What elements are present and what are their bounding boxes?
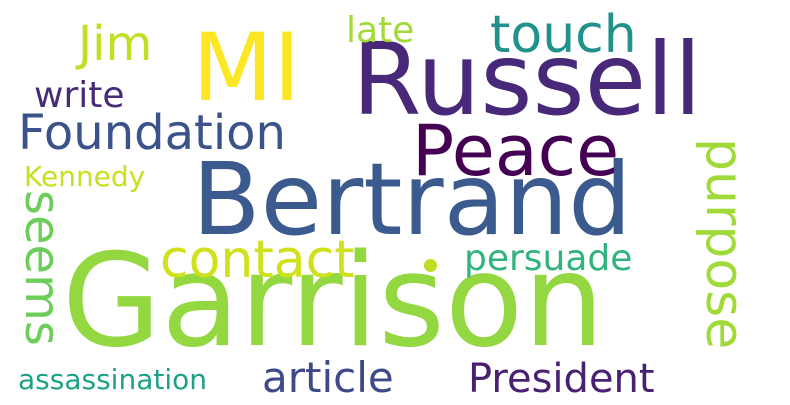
word-mi: MI [192,14,301,123]
word-seems: seems [14,190,70,346]
word-peace: Peace [412,110,620,192]
word-bertrand: Bertrand [192,141,632,258]
word-garrison: Garrison [62,227,605,376]
word-persuade: persuade [464,238,633,279]
word-late: late [346,10,415,51]
word-kennedy: Kennedy [24,160,146,193]
word-president: President [468,356,655,402]
word-purpose: purpose [694,138,754,350]
word-article: article [262,353,394,402]
word-contact: contact [160,230,355,290]
word-write: write [34,75,125,116]
dot-mark [424,259,437,272]
word-assassination: assassination [18,363,207,396]
word-touch: touch [490,5,637,65]
word-foundation: Foundation [18,105,286,161]
word-jim: Jim [78,16,153,72]
word-russell: Russell [352,21,702,138]
